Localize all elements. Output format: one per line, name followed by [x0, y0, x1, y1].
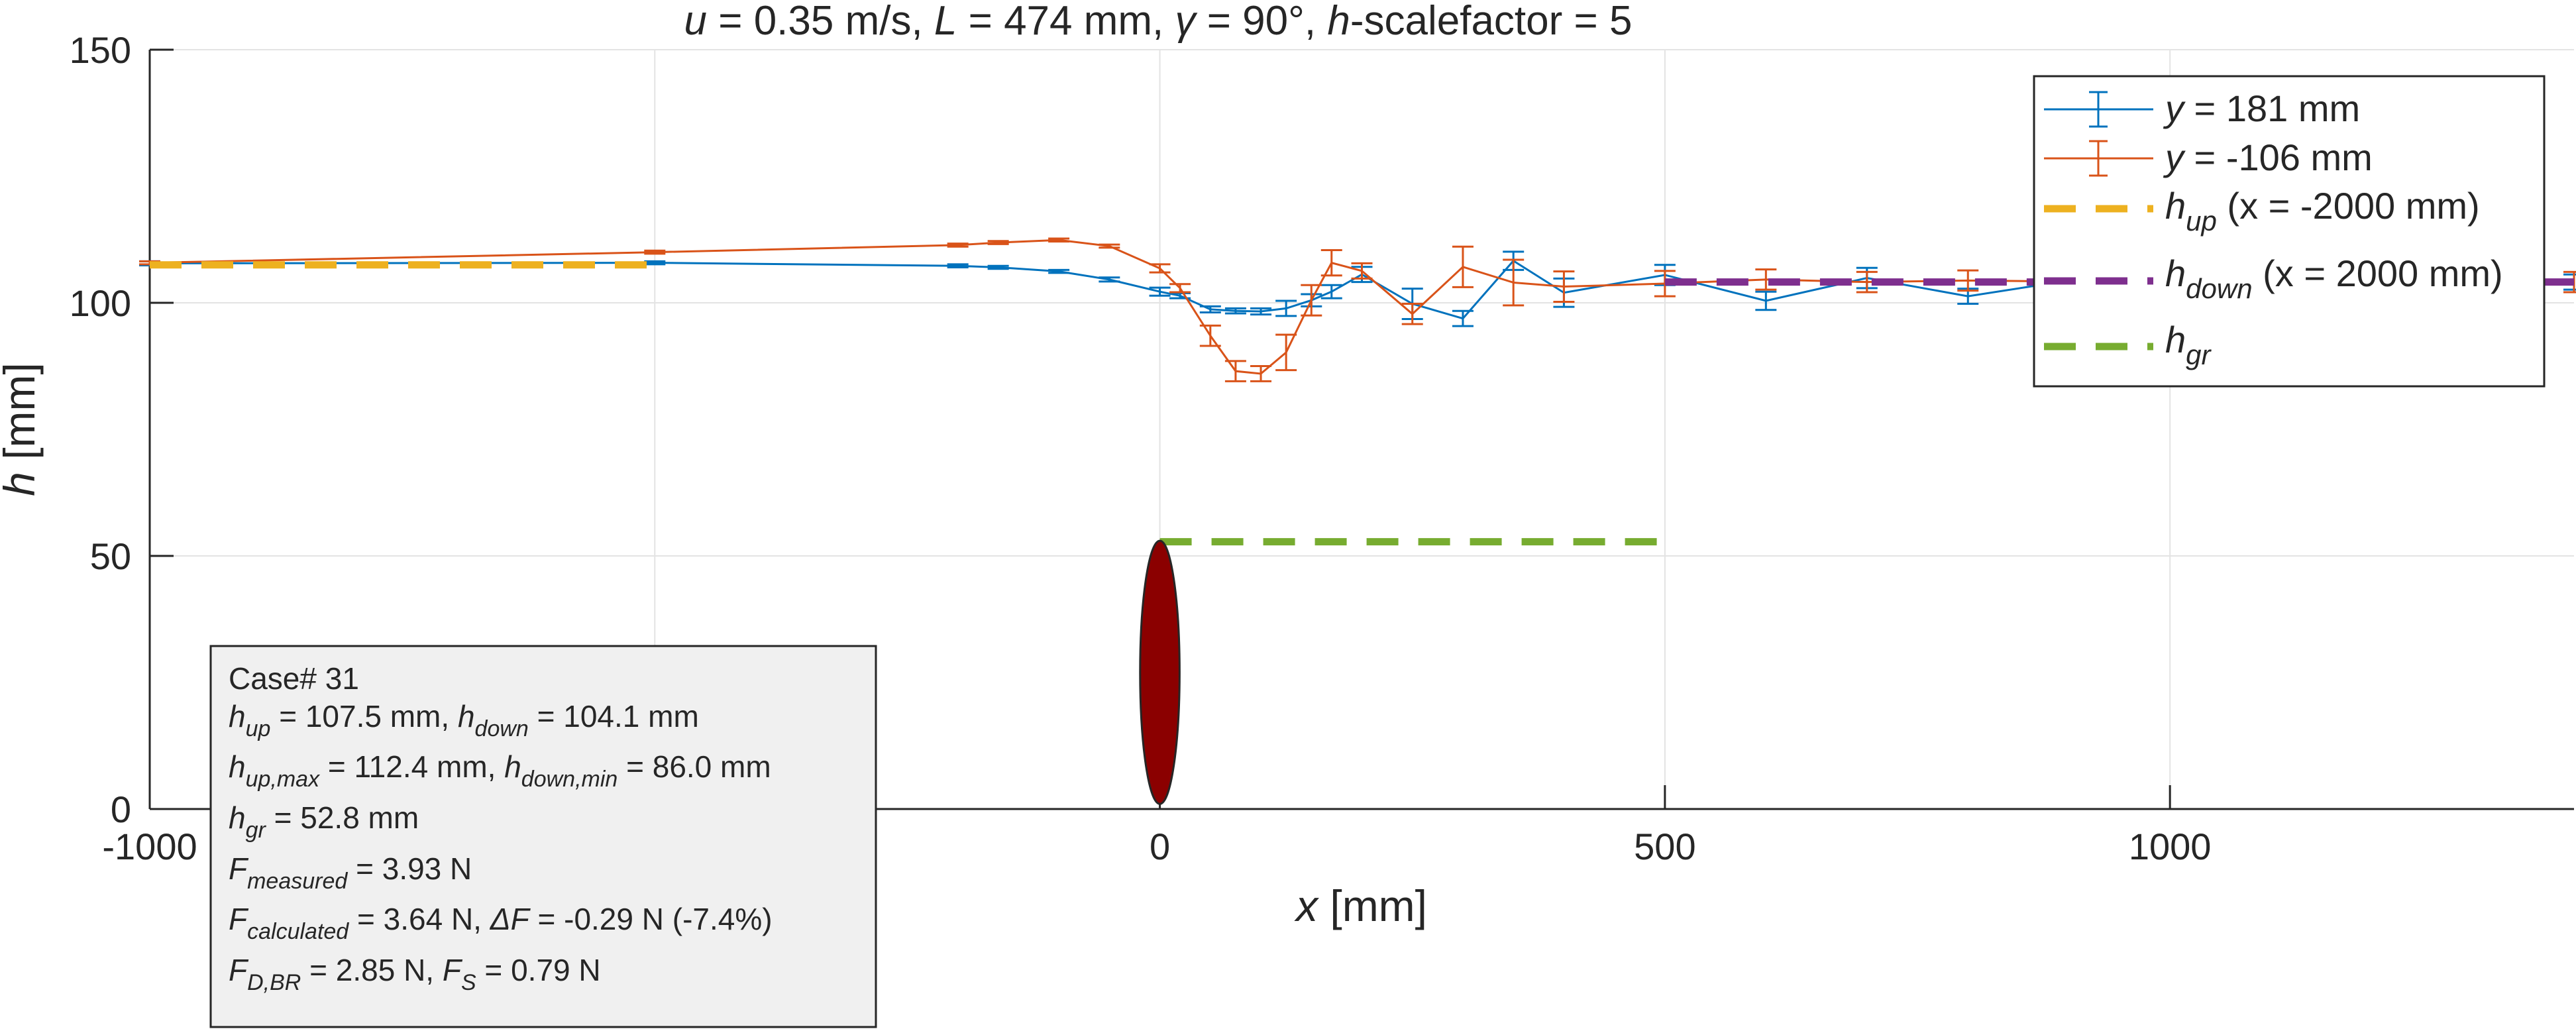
x-axis-label: x [mm] [1294, 881, 1427, 930]
y-tick-label: 0 [111, 788, 131, 830]
annotation-line-fdbr: FD,BR = 2.85 N, FS = 0.79 N [229, 953, 601, 995]
legend-box [2033, 75, 2546, 388]
annotation-case: Case# 31 [229, 661, 359, 696]
annotation-line-h: hup = 107.5 mm, hdown = 104.1 mm [229, 699, 699, 741]
obstacle-layer [1139, 539, 1181, 805]
annotation-line-fcalculated: Fcalculated = 3.64 N, ΔF = -0.29 N (-7.4… [229, 902, 773, 944]
x-tick-label: 0 [1150, 826, 1170, 867]
y-tick-label: 100 [70, 282, 131, 324]
legend-label-ym106: y = -106 mm [2163, 136, 2373, 178]
x-tick-label: 1000 [2129, 826, 2212, 867]
legend-samples [2044, 91, 2153, 351]
y-axis-label: h [mm] [0, 362, 44, 496]
x-tick-label: -1000 [102, 826, 197, 867]
case-annotation: Case# 31 hup = 107.5 mm, hdown = 104.1 m… [209, 645, 877, 1028]
chart-title: u = 0.35 m/s, L = 474 mm, γ = 90°, h-sca… [684, 0, 1633, 44]
y-tick-label: 50 [90, 535, 131, 577]
legend-label-hgr: hgr [2165, 319, 2212, 370]
legend-label-hdown: hdown (x = 2000 mm) [2165, 252, 2503, 304]
annotation-line-hgr: hgr = 52.8 mm [229, 800, 419, 843]
annotation-box [209, 645, 877, 1028]
legend-label-hup: hup (x = -2000 mm) [2165, 185, 2480, 237]
obstacle-ellipse [1139, 539, 1181, 805]
y-tick-label: 150 [70, 29, 131, 71]
annotation-line-fmeasured: Fmeasured = 3.93 N [229, 851, 472, 894]
annotation-line-hmax: hup,max = 112.4 mm, hdown,min = 86.0 mm [229, 749, 771, 792]
x-tick-label: 500 [1634, 826, 1695, 867]
legend: y = 181 mm y = -106 mm hup (x = -2000 mm… [2033, 75, 2546, 388]
legend-label-y181: y = 181 mm [2163, 87, 2360, 129]
